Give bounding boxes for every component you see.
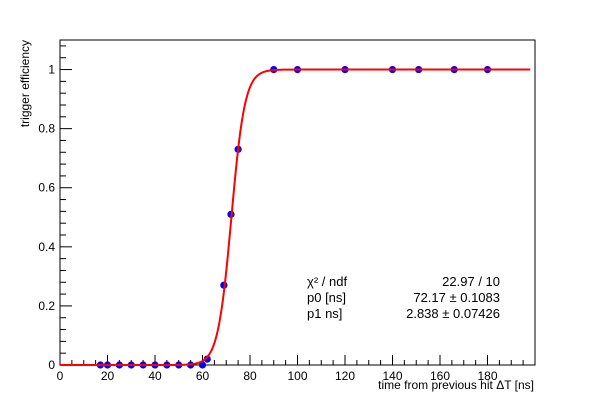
x-tick-label: 140: [382, 369, 402, 383]
y-tick-label: 0.8: [38, 122, 55, 136]
y-tick-label: 0: [48, 358, 55, 372]
x-tick-label: 120: [335, 369, 355, 383]
fit-stats-box: χ² / ndf 22.97 / 10 p0 [ns] 72.17 ± 0.1083 p…: [307, 274, 500, 321]
stats-label: p0 [ns]: [307, 290, 346, 305]
x-tick-label: 60: [196, 369, 210, 383]
x-tick-label: 20: [101, 369, 115, 383]
data-points: [96, 65, 492, 369]
x-tick-label: 0: [57, 369, 64, 383]
x-axis-tick-labels: 0 20 40 60 80 100 120 140 160 180: [57, 369, 498, 383]
stats-value: 22.97 / 10: [442, 274, 500, 289]
x-tick-label: 40: [148, 369, 162, 383]
x-tick-label: 80: [243, 369, 257, 383]
data-point: [198, 361, 207, 369]
y-tick-label: 0.4: [38, 240, 55, 254]
y-axis-tick-labels: 0 0.2 0.4 0.6 0.8 1: [38, 63, 55, 372]
stats-value: 2.838 ± 0.07426: [406, 306, 500, 321]
stats-label: χ² / ndf: [307, 274, 347, 289]
stats-value: 72.17 ± 0.1083: [413, 290, 500, 305]
y-tick-label: 1: [48, 63, 55, 77]
fit-curve: [60, 68, 531, 366]
y-tick-label: 0.6: [38, 181, 55, 195]
data-point: [203, 355, 211, 363]
x-tick-label: 100: [287, 369, 307, 383]
x-tick-label: 180: [477, 369, 497, 383]
x-axis-label: time from previous hit ΔT [ns]: [378, 378, 534, 392]
stats-label: p1 ns]: [307, 306, 342, 321]
y-axis-ticks: [60, 45, 72, 366]
x-tick-label: 160: [430, 369, 450, 383]
y-tick-label: 0.2: [38, 299, 55, 313]
y-axis-label: trigger efficiency: [18, 40, 32, 127]
